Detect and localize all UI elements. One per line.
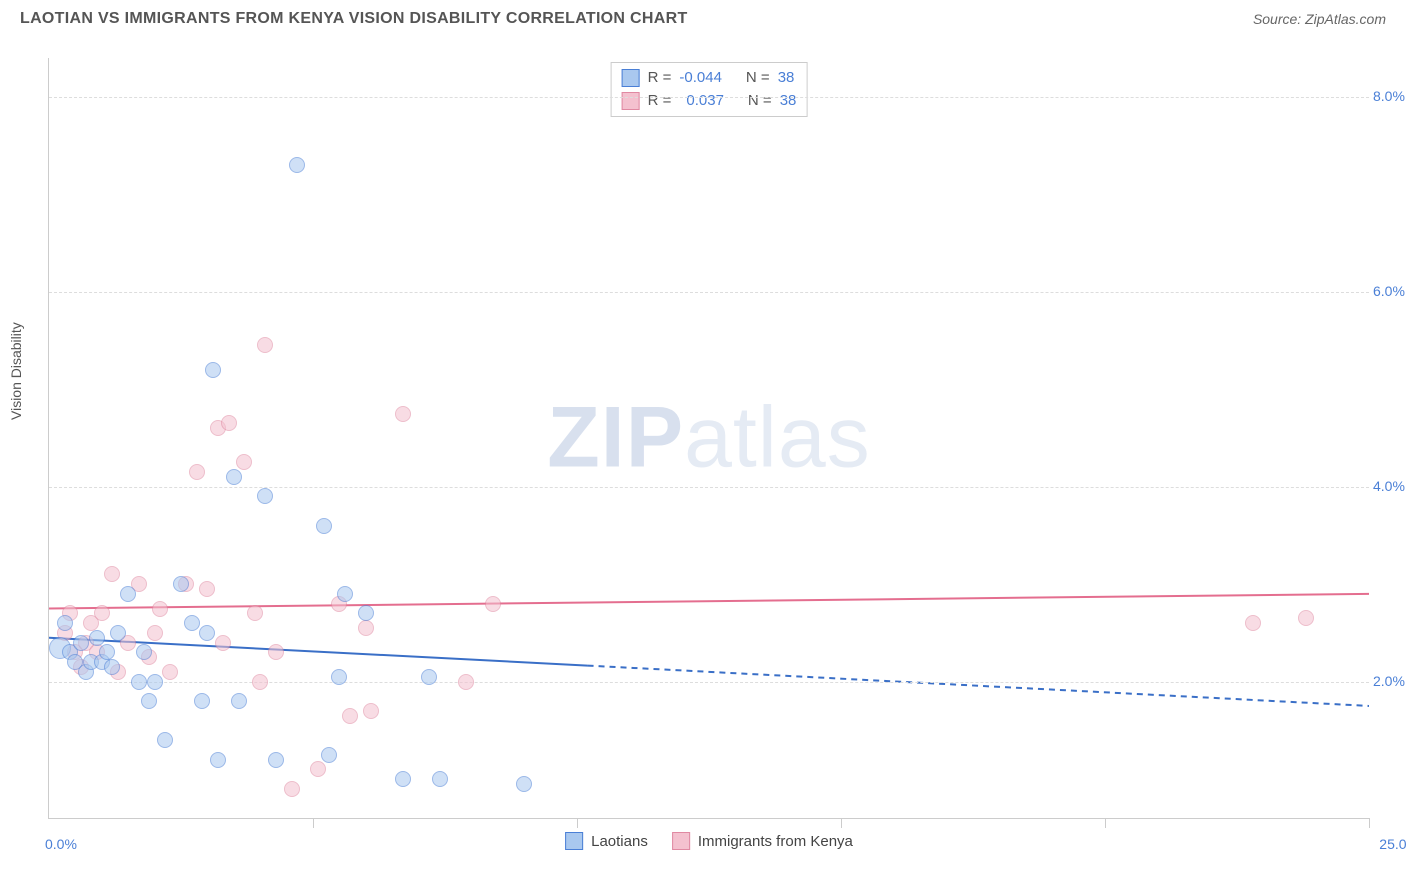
legend-item-laotians: Laotians: [565, 832, 648, 850]
x-tick: [577, 818, 578, 828]
watermark-rest: atlas: [684, 390, 871, 486]
point-laotians: [331, 669, 347, 685]
point-kenya: [395, 406, 411, 422]
watermark-bold: ZIP: [547, 390, 684, 486]
trendlines-svg: [49, 58, 1369, 818]
point-laotians: [157, 732, 173, 748]
chart-title: LAOTIAN VS IMMIGRANTS FROM KENYA VISION …: [20, 10, 688, 28]
legend-row-kenya: R = 0.037 N = 38: [622, 90, 797, 113]
source-label: Source: ZipAtlas.com: [1253, 11, 1386, 27]
n-value-laotians: 38: [778, 67, 795, 90]
point-laotians: [337, 586, 353, 602]
y-tick-label: 6.0%: [1373, 283, 1406, 299]
point-laotians: [184, 615, 200, 631]
point-laotians: [173, 576, 189, 592]
y-tick-label: 8.0%: [1373, 88, 1406, 104]
swatch-kenya-bottom-icon: [672, 832, 690, 850]
legend-item-kenya: Immigrants from Kenya: [672, 832, 853, 850]
point-kenya: [215, 635, 231, 651]
point-kenya: [147, 625, 163, 641]
swatch-laotians-bottom-icon: [565, 832, 583, 850]
legend-label-laotians: Laotians: [591, 833, 648, 850]
point-laotians: [289, 157, 305, 173]
correlation-legend: R = -0.044 N = 38 R = 0.037 N = 38: [611, 62, 808, 117]
point-kenya: [104, 566, 120, 582]
point-laotians: [141, 693, 157, 709]
swatch-laotians-icon: [622, 69, 640, 87]
point-kenya: [94, 605, 110, 621]
chart-plot-area: ZIPatlas R = -0.044 N = 38 R = 0.037 N =…: [48, 58, 1369, 819]
x-tick: [841, 818, 842, 828]
point-kenya: [162, 664, 178, 680]
point-kenya: [363, 703, 379, 719]
point-kenya: [257, 337, 273, 353]
point-laotians: [147, 674, 163, 690]
point-laotians: [231, 693, 247, 709]
watermark: ZIPatlas: [547, 389, 870, 488]
legend-row-laotians: R = -0.044 N = 38: [622, 67, 797, 90]
x-axis-min-label: 0.0%: [45, 836, 77, 852]
y-axis-label: Vision Disability: [8, 322, 24, 420]
y-tick-label: 2.0%: [1373, 673, 1406, 689]
gridline-h: [49, 97, 1369, 98]
y-tick-label: 4.0%: [1373, 478, 1406, 494]
point-laotians: [110, 625, 126, 641]
point-kenya: [199, 581, 215, 597]
legend-label-kenya: Immigrants from Kenya: [698, 833, 853, 850]
n-label-2: N =: [748, 90, 772, 113]
gridline-h: [49, 682, 1369, 683]
point-kenya: [358, 620, 374, 636]
point-kenya: [152, 601, 168, 617]
point-laotians: [131, 674, 147, 690]
point-laotians: [421, 669, 437, 685]
point-kenya: [1298, 610, 1314, 626]
point-laotians: [316, 518, 332, 534]
point-laotians: [226, 469, 242, 485]
point-laotians: [104, 659, 120, 675]
point-laotians: [136, 644, 152, 660]
x-tick: [313, 818, 314, 828]
x-tick: [1369, 818, 1370, 828]
point-laotians: [516, 776, 532, 792]
point-laotians: [99, 644, 115, 660]
gridline-h: [49, 487, 1369, 488]
point-kenya: [1245, 615, 1261, 631]
point-kenya: [458, 674, 474, 690]
r-value-kenya: 0.037: [679, 90, 724, 113]
point-laotians: [199, 625, 215, 641]
r-label-2: R =: [648, 90, 672, 113]
swatch-kenya-icon: [622, 92, 640, 110]
point-laotians: [395, 771, 411, 787]
n-label: N =: [746, 67, 770, 90]
point-kenya: [221, 415, 237, 431]
point-kenya: [252, 674, 268, 690]
point-kenya: [342, 708, 358, 724]
point-laotians: [205, 362, 221, 378]
point-laotians: [257, 488, 273, 504]
point-kenya: [268, 644, 284, 660]
point-kenya: [284, 781, 300, 797]
r-value-laotians: -0.044: [679, 67, 722, 90]
point-laotians: [358, 605, 374, 621]
point-laotians: [194, 693, 210, 709]
x-axis-max-label: 25.0%: [1379, 836, 1406, 852]
x-tick: [1105, 818, 1106, 828]
point-laotians: [120, 586, 136, 602]
point-laotians: [321, 747, 337, 763]
point-laotians: [432, 771, 448, 787]
r-label: R =: [648, 67, 672, 90]
point-laotians: [210, 752, 226, 768]
point-kenya: [247, 605, 263, 621]
point-kenya: [485, 596, 501, 612]
point-laotians: [89, 630, 105, 646]
series-legend: Laotians Immigrants from Kenya: [565, 832, 853, 850]
point-laotians: [268, 752, 284, 768]
n-value-kenya: 38: [780, 90, 797, 113]
point-laotians: [73, 635, 89, 651]
point-kenya: [310, 761, 326, 777]
point-kenya: [236, 454, 252, 470]
gridline-h: [49, 292, 1369, 293]
point-kenya: [189, 464, 205, 480]
point-laotians: [57, 615, 73, 631]
